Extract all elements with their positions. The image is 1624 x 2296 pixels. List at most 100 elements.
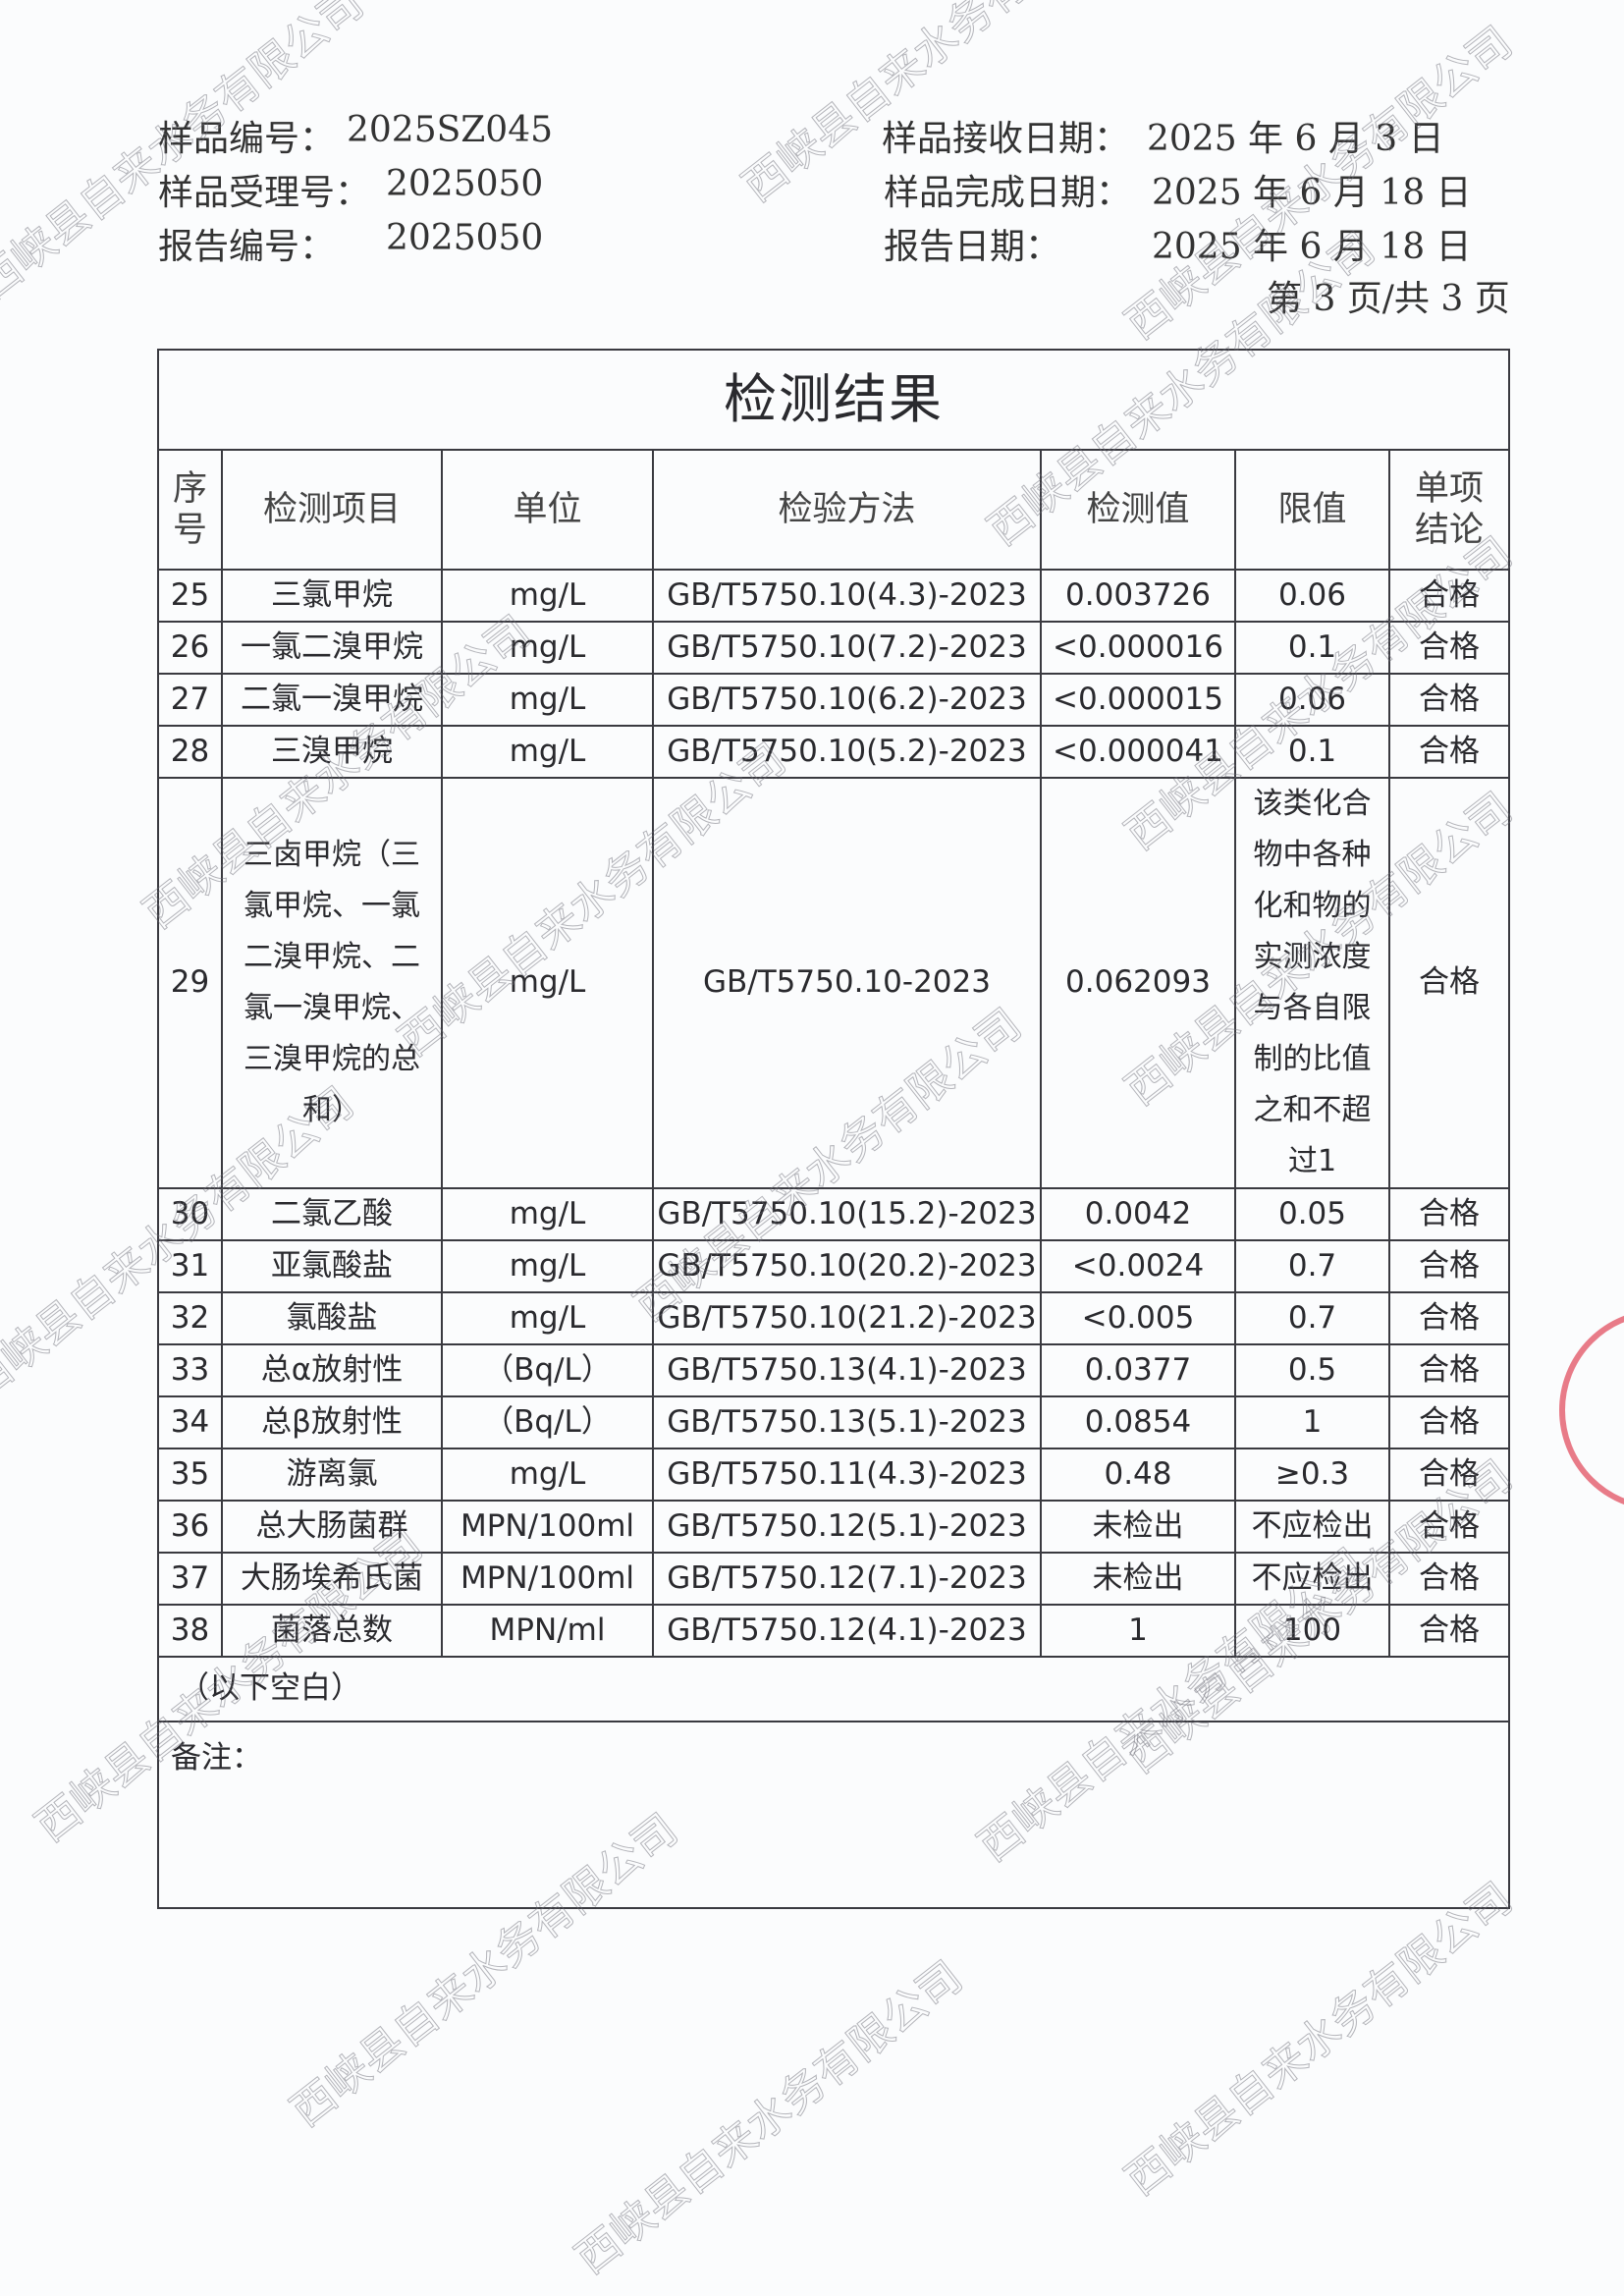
table-row: 32 氯酸盐 mg/L GB/T5750.10(21.2)-2023 <0.005 0.7… bbox=[157, 1291, 1511, 1345]
value: 2025 年 6 月 18 日 bbox=[1152, 173, 1472, 213]
cell-no: 33 bbox=[157, 1343, 223, 1397]
cell-no: 31 bbox=[157, 1239, 223, 1293]
watermark-text: 西峡县自来水务有限公司 bbox=[1116, 1873, 1523, 2206]
cell-item: 氯酸盐 bbox=[221, 1291, 443, 1345]
cell-unit: （Bq/L） bbox=[441, 1343, 654, 1397]
table-row: 35 游离氯 mg/L GB/T5750.11(4.3)-2023 0.48 ≥0.3 合格 bbox=[157, 1448, 1511, 1502]
cell-method: GB/T5750.10(7.2)-2023 bbox=[652, 621, 1042, 675]
cell-no: 28 bbox=[157, 725, 223, 779]
page-indicator: 第 3 页/共 3 页 bbox=[1267, 279, 1510, 319]
cell-method: GB/T5750.13(5.1)-2023 bbox=[652, 1395, 1042, 1449]
cell-limit: 1 bbox=[1234, 1395, 1390, 1449]
col-value: 检测值 bbox=[1040, 449, 1236, 571]
cell-no: 35 bbox=[157, 1448, 223, 1502]
table-row: 29 三卤甲烷（三氯甲烷、一氯二溴甲烷、二氯一溴甲烷、三溴甲烷的总和） mg/L GB… bbox=[157, 777, 1511, 1189]
sample-number: 样品编号： 2025SZ045 bbox=[158, 110, 553, 161]
cell-unit: mg/L bbox=[441, 1187, 654, 1241]
cell-no: 37 bbox=[157, 1552, 223, 1606]
table-row: 30 二氯乙酸 mg/L GB/T5750.10(15.2)-2023 0.0042 0.… bbox=[157, 1187, 1511, 1241]
watermark-text: 西峡县自来水务有限公司 bbox=[567, 1951, 973, 2284]
cell-result: 合格 bbox=[1387, 777, 1511, 1189]
cell-item: 二氯一溴甲烷 bbox=[221, 673, 443, 727]
cell-result: 合格 bbox=[1387, 621, 1511, 675]
col-no: 序号 bbox=[157, 449, 223, 571]
cell-item: 游离氯 bbox=[221, 1448, 443, 1502]
cell-unit: mg/L bbox=[441, 1239, 654, 1293]
cell-unit: mg/L bbox=[441, 777, 654, 1189]
cell-item: 总β放射性 bbox=[221, 1395, 443, 1449]
cell-limit: 0.05 bbox=[1234, 1187, 1390, 1241]
cell-result: 合格 bbox=[1387, 1448, 1511, 1502]
table-row: 26 一氯二溴甲烷 mg/L GB/T5750.10(7.2)-2023 <0.0000… bbox=[157, 621, 1511, 675]
table-row: 25 三氯甲烷 mg/L GB/T5750.10(4.3)-2023 0.003726 0… bbox=[157, 569, 1511, 623]
cell-limit: 不应检出 bbox=[1234, 1552, 1390, 1606]
cell-limit: 0.1 bbox=[1234, 621, 1390, 675]
cell-limit: 0.5 bbox=[1234, 1343, 1390, 1397]
completed-date: 样品完成日期： 2025 年 6 月 18 日 bbox=[884, 164, 1472, 215]
label: 样品受理号： bbox=[158, 173, 371, 213]
table-row: 27 二氯一溴甲烷 mg/L GB/T5750.10(6.2)-2023 <0.0000… bbox=[157, 673, 1511, 727]
cell-result: 合格 bbox=[1387, 1291, 1511, 1345]
cell-item: 大肠埃希氏菌 bbox=[221, 1552, 443, 1606]
label: 报告编号： bbox=[158, 227, 336, 267]
table-row: 28 三溴甲烷 mg/L GB/T5750.10(5.2)-2023 <0.000041… bbox=[157, 725, 1511, 779]
cell-method: GB/T5750.12(7.1)-2023 bbox=[652, 1552, 1042, 1606]
label: 报告日期： bbox=[884, 227, 1061, 267]
cell-value: 未检出 bbox=[1040, 1552, 1236, 1606]
cell-unit: mg/L bbox=[441, 673, 654, 727]
red-seal-stamp bbox=[1559, 1315, 1624, 1505]
cell-no: 27 bbox=[157, 673, 223, 727]
cell-no: 25 bbox=[157, 569, 223, 623]
cell-value: 0.062093 bbox=[1040, 777, 1236, 1189]
cell-item: 总α放射性 bbox=[221, 1343, 443, 1397]
cell-item: 三卤甲烷（三氯甲烷、一氯二溴甲烷、二氯一溴甲烷、三溴甲烷的总和） bbox=[221, 777, 443, 1189]
cell-method: GB/T5750.10(5.2)-2023 bbox=[652, 725, 1042, 779]
value: 2025SZ045 bbox=[347, 110, 554, 150]
cell-value: 0.0042 bbox=[1040, 1187, 1236, 1241]
cell-method: GB/T5750.11(4.3)-2023 bbox=[652, 1448, 1042, 1502]
cell-item: 亚氯酸盐 bbox=[221, 1239, 443, 1293]
cell-result: 合格 bbox=[1387, 673, 1511, 727]
cell-no: 32 bbox=[157, 1291, 223, 1345]
cell-result: 合格 bbox=[1387, 1187, 1511, 1241]
cell-method: GB/T5750.10(4.3)-2023 bbox=[652, 569, 1042, 623]
label: 样品接收日期： bbox=[882, 119, 1130, 159]
cell-limit: 该类化合物中各种化和物的实测浓度与各自限制的比值之和不超过1 bbox=[1234, 777, 1390, 1189]
blank-note: （以下空白） bbox=[156, 1656, 1511, 1722]
cell-no: 26 bbox=[157, 621, 223, 675]
cell-unit: mg/L bbox=[441, 725, 654, 779]
cell-value: <0.000015 bbox=[1040, 673, 1236, 727]
report-date: 报告日期： 2025 年 6 月 18 日 bbox=[884, 218, 1472, 269]
cell-unit: mg/L bbox=[441, 1291, 654, 1345]
cell-result: 合格 bbox=[1387, 1604, 1511, 1658]
cell-limit: 0.1 bbox=[1234, 725, 1390, 779]
cell-method: GB/T5750.10(15.2)-2023 bbox=[652, 1187, 1042, 1241]
cell-unit: mg/L bbox=[441, 1448, 654, 1502]
value: 2025 年 6 月 3 日 bbox=[1147, 119, 1444, 159]
cell-value: <0.000016 bbox=[1040, 621, 1236, 675]
cell-limit: 0.7 bbox=[1234, 1239, 1390, 1293]
cell-method: GB/T5750.12(4.1)-2023 bbox=[652, 1604, 1042, 1658]
value: 2025050 bbox=[386, 218, 544, 258]
cell-unit: MPN/100ml bbox=[441, 1552, 654, 1606]
table-row: 38 菌落总数 MPN/ml GB/T5750.12(4.1)-2023 1 100 合格 bbox=[157, 1604, 1511, 1658]
value: 2025050 bbox=[386, 164, 544, 204]
table-title: 检测结果 bbox=[156, 349, 1511, 451]
cell-limit: 100 bbox=[1234, 1604, 1390, 1658]
cell-no: 34 bbox=[157, 1395, 223, 1449]
remarks: 备注： bbox=[156, 1721, 1511, 1909]
cell-method: GB/T5750.10-2023 bbox=[652, 777, 1042, 1189]
cell-no: 30 bbox=[157, 1187, 223, 1241]
cell-item: 三溴甲烷 bbox=[221, 725, 443, 779]
accept-number: 样品受理号： 2025050 bbox=[158, 164, 543, 215]
cell-result: 合格 bbox=[1387, 1343, 1511, 1397]
cell-result: 合格 bbox=[1387, 1500, 1511, 1554]
col-result: 单项结论 bbox=[1387, 449, 1511, 571]
report-number: 报告编号： 2025050 bbox=[158, 218, 543, 269]
table-row: 36 总大肠菌群 MPN/100ml GB/T5750.12(5.1)-2023 未检出… bbox=[157, 1500, 1511, 1554]
cell-result: 合格 bbox=[1387, 725, 1511, 779]
cell-unit: （Bq/L） bbox=[441, 1395, 654, 1449]
cell-unit: MPN/100ml bbox=[441, 1500, 654, 1554]
cell-value: 未检出 bbox=[1040, 1500, 1236, 1554]
cell-method: GB/T5750.13(4.1)-2023 bbox=[652, 1343, 1042, 1397]
